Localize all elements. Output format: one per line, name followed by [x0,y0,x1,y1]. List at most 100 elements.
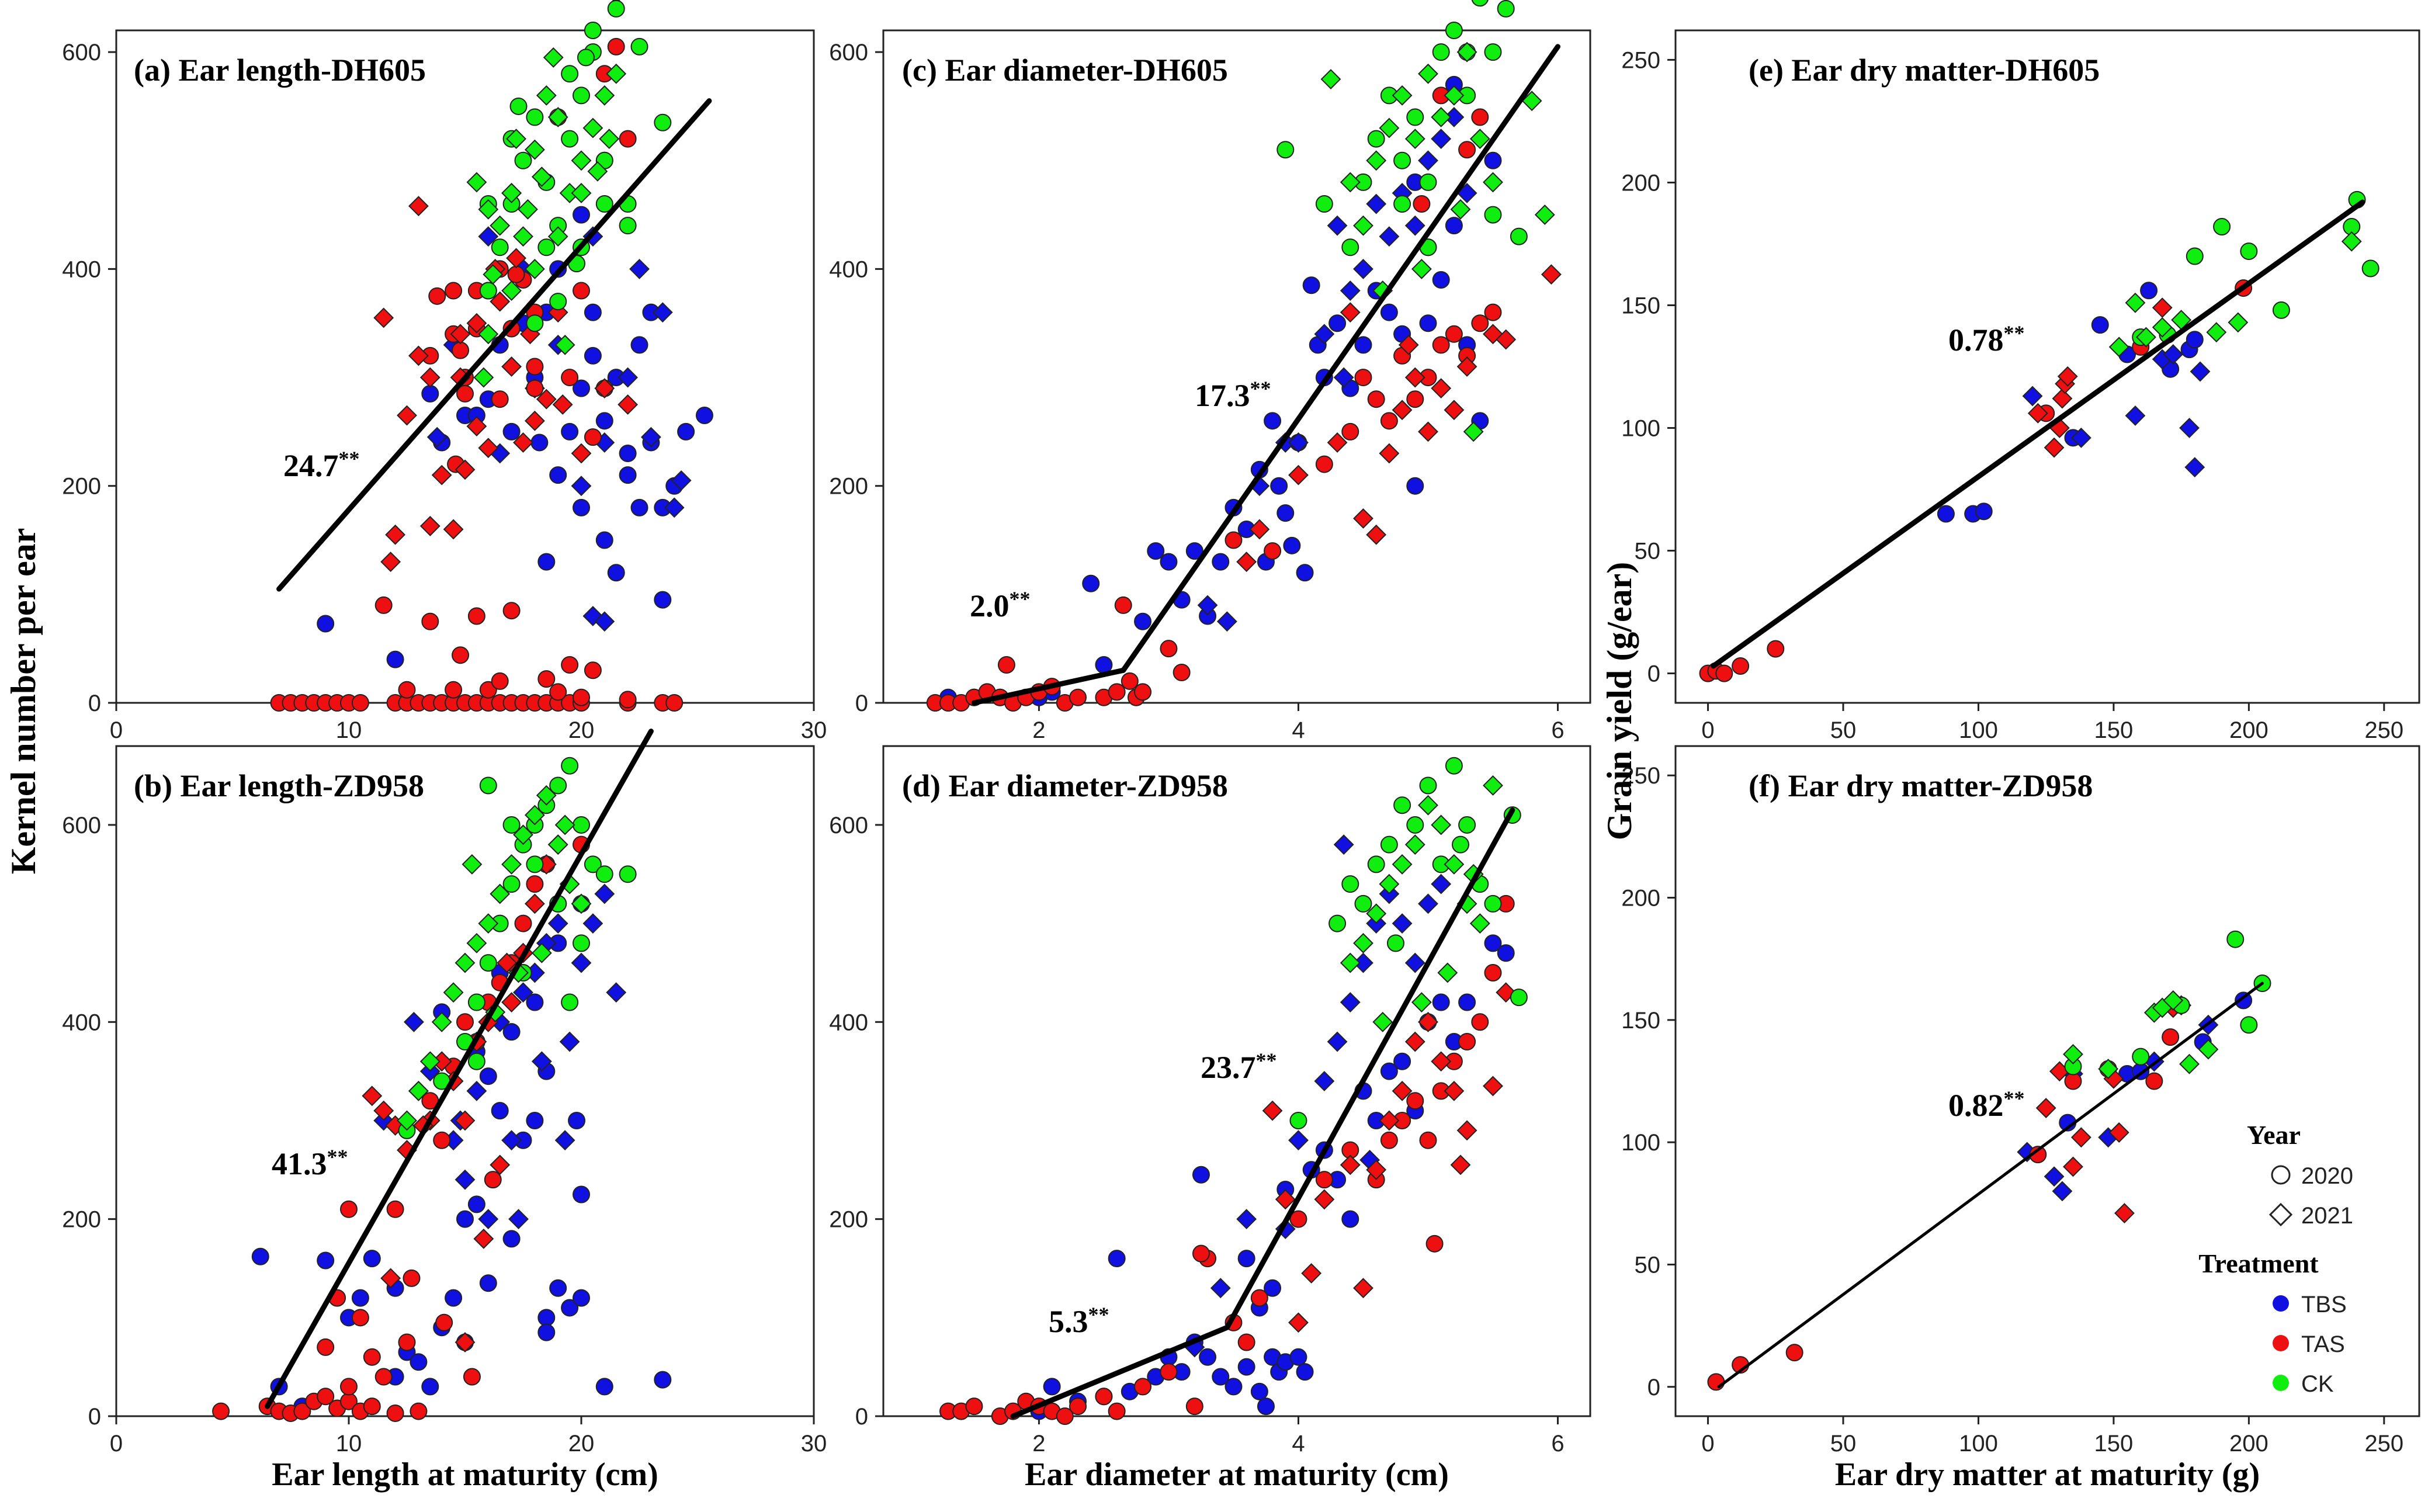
point-tbs-2020 [1432,271,1450,289]
point-tbs-2021 [1418,893,1438,914]
point-ck-2020 [2226,930,2245,948]
y-tick-label: 400 [829,256,868,282]
x-tick-label: 20 [568,1431,595,1456]
point-ck-2021 [443,982,464,1003]
point-tbs-2021 [606,982,627,1003]
point-tas-2020 [1406,1092,1424,1110]
point-tbs-2021 [501,1130,522,1151]
point-tbs-2020 [421,384,439,403]
point-tas-2021 [490,1154,511,1175]
point-tas-2021 [1404,1031,1425,1052]
point-tbs-2020 [421,1378,439,1396]
point-tas-2021 [2052,388,2073,409]
point-tas-2020 [1732,657,1750,675]
legend-year-2021: 2021 [2268,1202,2353,1229]
point-tbs-2021 [1404,215,1425,236]
point-tas-2021 [1404,367,1425,388]
point-tbs-2020 [1484,934,1502,952]
x-tick-label: 150 [2094,1431,2134,1456]
point-tbs-2020 [1329,314,1347,332]
point-tas-2021 [455,1110,476,1131]
point-tas-2021 [380,1268,401,1289]
point-tbs-2021 [1366,193,1387,214]
point-ck-2021 [2063,1044,2083,1064]
point-tas-2021 [506,248,526,269]
slope-label: 23.7** [1201,1049,1277,1085]
point-ck-2021 [1392,85,1413,106]
point-tbs-2020 [251,1247,269,1265]
point-tas-2020 [435,1313,453,1331]
legend-treatment-tbs: TBS [2273,1292,2347,1317]
point-tas-2021 [1366,524,1387,545]
point-tbs-2020 [1270,477,1288,495]
point-tas-2021 [1456,1120,1477,1141]
point-ck-2021 [1534,204,1555,226]
plot-frame [1674,29,2420,704]
point-tas-2021 [2027,403,2048,424]
point-ck-2020 [1451,835,1469,854]
point-tas-2020 [445,681,463,699]
point-tas-2020 [1192,1244,1210,1263]
point-tas-2021 [419,367,440,388]
point-tas-2020 [1108,1402,1126,1420]
point-tas-2020 [1341,422,1359,441]
point-tbs-2020 [573,1289,590,1307]
point-ck-2021 [1418,795,1438,816]
panel-title: (b) Ear length-ZD958 [134,768,424,803]
point-tbs-2021 [582,913,603,934]
point-tbs-2021 [478,226,499,247]
point-ck-2020 [1510,227,1528,245]
point-ck-2020 [1497,0,1515,18]
point-tbs-2020 [1289,1348,1307,1366]
point-ck-2021 [1463,421,1484,442]
x-tick-label: 10 [336,1431,362,1456]
point-tas-2021 [408,196,429,217]
panel-title: (d) Ear diameter-ZD958 [902,768,1228,803]
point-tbs-2020 [619,445,637,463]
x-tick-label: 6 [1551,717,1564,743]
point-tas-2021 [513,432,533,453]
legend-tas-dot [2273,1335,2289,1351]
point-ck-2021 [483,264,504,285]
point-ck-2021 [1404,834,1425,855]
point-ck-2021 [2163,990,2184,1011]
point-tas-2021 [1444,1080,1465,1101]
point-tbs-2021 [426,426,448,448]
point-tas-2021 [455,1332,476,1353]
x-tick-label: 250 [2364,1431,2403,1456]
point-tas-2021 [431,464,452,485]
point-ck-2021 [1379,873,1400,894]
point-ck-2020 [514,151,532,169]
point-tbs-2020 [1199,1348,1217,1366]
point-ck-2021 [2198,1039,2219,1060]
point-tbs-2020 [2091,316,2109,334]
fit-line [276,98,712,592]
x-tick-label: 250 [2364,717,2403,743]
point-ck-2020 [607,0,625,18]
point-tbs-2021 [1333,834,1354,855]
x-axis-title: Ear length at maturity (cm) [272,1456,658,1493]
point-ck-2021 [1372,1011,1393,1032]
x-tick-label: 50 [1830,717,1857,743]
point-tbs-2020 [502,1023,521,1041]
point-tbs-2020 [573,498,590,516]
point-tbs-2020 [410,1353,428,1371]
point-tas-2020 [1134,683,1152,701]
point-tbs-2020 [537,1309,556,1327]
point-ck-2021 [501,183,522,203]
point-tbs-2021 [559,1031,580,1052]
point-tbs-2021 [594,611,615,632]
point-tbs-2020 [584,303,602,321]
point-tbs-2020 [1283,536,1301,554]
y-tick-label: 150 [1621,293,1660,318]
point-tbs-2021 [508,1209,529,1230]
point-ck-2021 [1469,913,1490,934]
point-tas-2021 [1444,400,1465,421]
point-ck-2020 [479,954,497,972]
x-tick-label: 4 [1292,1431,1305,1456]
plot-frame [1674,745,2420,1417]
fit-line [1711,199,2365,669]
point-tbs-2020 [1095,656,1113,674]
point-tas-2020 [1432,336,1450,354]
point-ck-2020 [502,875,521,893]
